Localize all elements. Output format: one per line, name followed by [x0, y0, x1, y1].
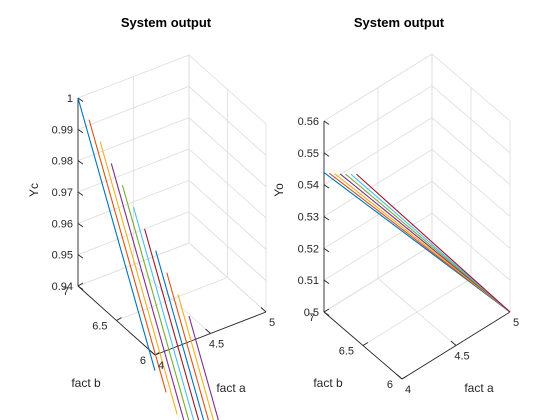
chart-left-y-axis-label: fact b — [71, 376, 101, 390]
x-tick — [450, 340, 457, 346]
x-tick-label: 4.5 — [454, 351, 469, 363]
z-tick — [323, 311, 330, 316]
x-tick-label: 5 — [269, 317, 275, 329]
series-line-3 — [99, 141, 178, 415]
z-tick — [77, 285, 84, 290]
series-line-6 — [350, 173, 511, 313]
series-line-10 — [177, 294, 214, 420]
z-tick — [323, 120, 330, 125]
x-tick-label: 4 — [158, 360, 164, 372]
y-tick — [116, 317, 122, 321]
grid-line-y — [362, 278, 472, 346]
z-tick — [77, 191, 84, 196]
chart-right-x-axis-label: fact a — [464, 381, 494, 395]
x-tick — [260, 307, 267, 313]
series-line-6 — [132, 207, 195, 420]
chart-right-tick-labels: 0.5 0.51 0.52 0.53 0.54 0.55 0.56 6 6.5 7 4 4.5 5 — [298, 116, 519, 396]
series-line-5 — [345, 173, 511, 313]
series-line-11 — [188, 315, 219, 420]
z-tick — [323, 247, 330, 253]
z-tick-label: 0.53 — [298, 212, 319, 224]
z-tick-label: 0.52 — [298, 243, 319, 255]
chart-right-series — [323, 172, 511, 313]
x-tick — [205, 328, 211, 334]
z-tick-label: 0.98 — [52, 156, 73, 168]
series-line-4 — [339, 173, 511, 313]
y-tick-label: 6 — [140, 355, 146, 367]
x-tick-label: 5 — [513, 317, 519, 329]
z-tick-label: 0.56 — [298, 116, 319, 128]
y-tick-label: 7 — [309, 312, 315, 324]
y-tick — [401, 375, 408, 380]
z-tick — [77, 222, 84, 228]
chart-left-tick-labels: 0.94 0.95 0.96 0.97 0.98 0.99 1 6 6.5 7 4 4.5 5 — [52, 93, 275, 372]
x-tick-label: 4 — [405, 384, 411, 396]
z-tick — [323, 184, 330, 189]
z-tick-label: 0.5 — [304, 307, 319, 319]
chart-left-series — [77, 97, 219, 420]
series-line-7 — [356, 173, 511, 313]
z-tick-label: 0.55 — [298, 148, 319, 160]
z-tick-label: 1 — [67, 93, 73, 105]
series-line-8 — [155, 250, 205, 420]
x-tick — [149, 350, 156, 356]
z-tick-label: 0.95 — [52, 250, 73, 262]
z-tick — [323, 152, 330, 157]
series-line-2 — [88, 119, 167, 393]
z-tick — [77, 97, 84, 102]
x-tick — [396, 374, 403, 380]
z-tick — [77, 254, 84, 259]
z-tick — [323, 279, 330, 285]
z-tick-label: 0.97 — [52, 187, 73, 199]
y-tick-label: 6.5 — [339, 346, 354, 358]
y-tick-label: 6 — [387, 379, 393, 391]
y-tick — [77, 282, 84, 287]
y-tick-label: 6.5 — [92, 321, 107, 333]
y-tick-label: 7 — [63, 286, 69, 298]
grid-line-y — [77, 242, 190, 287]
chart-right-box — [323, 120, 511, 380]
chart-left: System output 0.94 0.95 0.96 0.97 0.98 0.99 1 6… — [27, 15, 275, 420]
z-tick-label: 0.96 — [52, 218, 73, 230]
chart-right: System output 0.50.510.520.530.540.550.5… — [272, 15, 519, 396]
series-line-1 — [77, 97, 156, 371]
y-tick — [362, 342, 369, 346]
chart-right-z-axis-label: Yo — [272, 183, 286, 197]
z-tick-label: 0.51 — [298, 275, 319, 287]
chart-right-y-axis-label: fact b — [313, 376, 343, 390]
chart-right-title: System output — [354, 15, 445, 30]
series-line-4 — [110, 163, 185, 420]
grid-line-y — [323, 244, 433, 313]
z-tick — [77, 128, 84, 134]
z-tick — [323, 216, 330, 221]
series-line-5 — [121, 184, 190, 420]
chart-left-x-axis-label: fact a — [216, 381, 246, 395]
chart-left-title: System output — [121, 15, 212, 30]
chart-left-z-axis-label: Yc — [27, 183, 41, 197]
y-tick — [323, 308, 330, 313]
series-line-9 — [166, 272, 209, 420]
z-tick — [77, 160, 84, 165]
z-tick-label: 0.94 — [52, 281, 73, 293]
z-tick-label: 0.99 — [52, 124, 73, 136]
z-tick-label: 0.54 — [298, 180, 319, 192]
series-line-7 — [144, 228, 200, 420]
x-tick-label: 4.5 — [209, 339, 224, 351]
grid-line-y — [116, 277, 228, 321]
